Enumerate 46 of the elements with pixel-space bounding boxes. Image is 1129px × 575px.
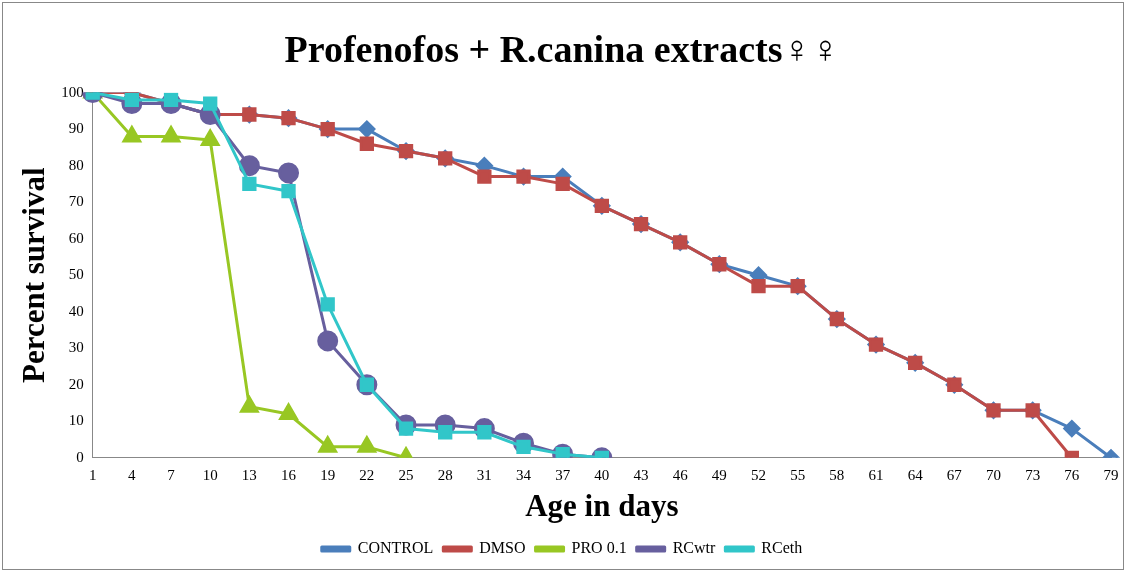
y-tick-label: 0 <box>76 448 84 465</box>
x-tick-label: 73 <box>1025 466 1041 483</box>
legend-label: DMSO <box>479 539 526 557</box>
y-tick-label: 10 <box>68 412 84 429</box>
x-tick-label: 40 <box>594 466 610 483</box>
x-tick-label: 61 <box>868 466 884 483</box>
legend-label: RCwtr <box>672 539 717 557</box>
y-tick-label: 100 <box>61 83 84 100</box>
x-tick-label: 43 <box>633 466 649 483</box>
y-tick-label: 40 <box>68 302 84 319</box>
y-tick-label: 50 <box>68 266 84 283</box>
y-tick-label: 20 <box>68 375 84 392</box>
x-tick-label: 31 <box>476 466 492 483</box>
legend-label: RCeth <box>761 539 803 557</box>
x-tick-label: 64 <box>907 466 924 483</box>
x-tick-label: 28 <box>437 466 453 483</box>
y-tick-label: 30 <box>68 339 84 356</box>
x-tick-label: 79 <box>1103 466 1119 483</box>
x-tick-label: 1 <box>88 466 97 483</box>
x-tick-label: 52 <box>751 466 767 483</box>
x-tick-label: 4 <box>128 466 137 483</box>
x-tick-label: 67 <box>946 466 963 483</box>
x-tick-label: 25 <box>398 466 414 483</box>
x-tick-label: 22 <box>359 466 375 483</box>
x-tick-label: 76 <box>1064 466 1080 483</box>
x-axis-title: Age in days <box>525 488 679 524</box>
y-tick-label: 70 <box>68 193 84 210</box>
y-tick-label: 80 <box>68 156 84 173</box>
y-tick-label: 90 <box>68 120 84 137</box>
x-tick-label: 16 <box>281 466 297 483</box>
x-tick-label: 7 <box>167 466 176 483</box>
x-tick-label: 58 <box>829 466 845 483</box>
x-tick-label: 19 <box>320 466 336 483</box>
x-tick-label: 55 <box>790 466 806 483</box>
legend-label: PRO 0.1 <box>571 539 627 557</box>
x-tick-label: 13 <box>241 466 257 483</box>
y-tick-label: 60 <box>68 229 84 246</box>
y-axis-title: Percent survival <box>15 167 51 383</box>
legend-label: CONTROL <box>357 539 434 557</box>
x-tick-label: 34 <box>516 466 532 483</box>
x-tick-label: 70 <box>986 466 1001 483</box>
x-tick-label: 37 <box>555 466 571 483</box>
chart-title: Profenofos + R.canina extracts♀♀ <box>284 27 840 70</box>
x-tick-label: 46 <box>672 466 689 483</box>
x-tick-label: 10 <box>202 466 218 483</box>
x-tick-label: 49 <box>711 466 727 483</box>
